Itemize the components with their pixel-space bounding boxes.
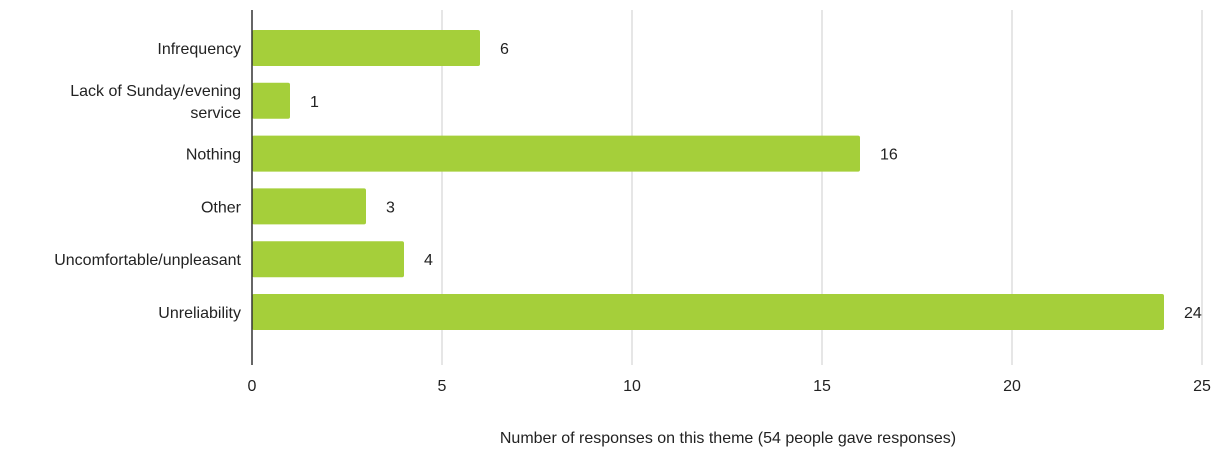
bar <box>252 294 1164 330</box>
data-label: 4 <box>424 252 433 269</box>
category-label: Uncomfortable/unpleasant <box>54 252 241 269</box>
x-tick-label: 20 <box>1003 378 1021 395</box>
x-tick-label: 10 <box>623 378 641 395</box>
category-label: Other <box>201 199 242 216</box>
bars <box>252 30 1164 330</box>
labels: 0 5 10 15 20 25 6 Infrequency 1 Lack of Sunday/ev… <box>54 41 1211 395</box>
x-tick-label: 25 <box>1193 378 1211 395</box>
bar <box>252 241 404 278</box>
data-label: 24 <box>1184 305 1202 322</box>
x-tick-label: 0 <box>248 378 257 395</box>
category-label: Lack of Sunday/evening service <box>70 83 241 122</box>
data-label: 16 <box>880 147 898 164</box>
x-tick-label: 5 <box>438 378 447 395</box>
data-label: 6 <box>500 41 509 58</box>
bar <box>252 135 860 172</box>
data-label: 3 <box>386 199 395 216</box>
category-label: Infrequency <box>157 41 241 58</box>
bar <box>252 188 366 225</box>
x-axis-title: Number of responses on this theme (54 pe… <box>500 430 956 447</box>
bar <box>252 30 480 66</box>
data-label: 1 <box>310 94 319 111</box>
bar <box>252 82 290 119</box>
category-label: Nothing <box>186 147 241 164</box>
x-tick-label: 15 <box>813 378 831 395</box>
category-label: Unreliability <box>158 305 241 322</box>
